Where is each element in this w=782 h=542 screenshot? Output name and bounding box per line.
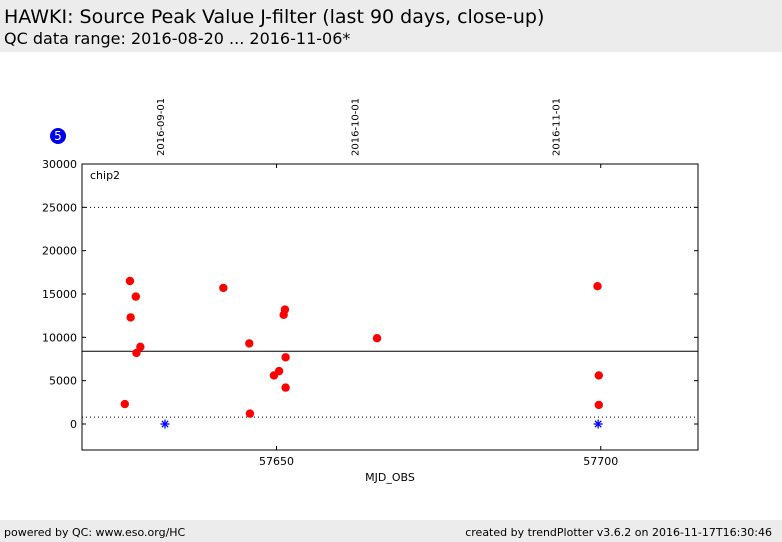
page-footer: powered by QC: www.eso.org/HC created by… [0, 520, 782, 542]
date-marker-label: 2016-10-01 [350, 98, 361, 156]
y-tick-label: 10000 [42, 331, 77, 344]
data-point [132, 348, 141, 358]
star-stroke [594, 420, 602, 428]
footer-powered-by: powered by QC: www.eso.org/HC [4, 526, 186, 539]
x-tick-label: 57650 [259, 455, 294, 468]
data-point [125, 276, 135, 286]
data-point [281, 353, 290, 362]
y-tick-label: 5000 [49, 375, 77, 388]
y-tick-label: 15000 [42, 288, 77, 301]
star-stroke [161, 420, 169, 428]
x-tick-label: 57700 [583, 455, 618, 468]
data-point-star [593, 419, 603, 429]
data-point [245, 409, 255, 418]
x-axis-label: MJD_OBS [365, 471, 415, 484]
qc-data-range: QC data range: 2016-08-20 ... 2016-11-06… [4, 29, 351, 48]
data-point [594, 400, 603, 410]
data-point [219, 283, 228, 293]
plot-area: 0 5000 10000 15000 20000 25000 30000 57650 57700 [42, 158, 699, 468]
date-marker-label: 2016-09-01 [156, 98, 167, 156]
panel-label: chip2 [90, 169, 120, 182]
data-point [126, 313, 135, 322]
y-tick-label: 0 [70, 418, 77, 431]
date-markers: 2016-09-01 2016-10-01 2016-11-01 [156, 98, 562, 450]
badge-circle [50, 128, 66, 144]
y-tick-label: 20000 [42, 245, 77, 258]
y-tick-label: 30000 [42, 158, 77, 171]
data-point [274, 366, 284, 376]
data-point-star [160, 419, 170, 429]
data-point [131, 292, 141, 301]
data-point [280, 305, 290, 314]
page-header: HAWKI: Source Peak Value J-filter (last … [0, 0, 782, 52]
data-point [281, 383, 290, 392]
data-point [136, 342, 145, 352]
trend-chart: 2016-09-01 2016-10-01 2016-11-01 5 0 5000 10… [42, 98, 699, 484]
date-marker-label: 2016-11-01 [551, 98, 562, 156]
badge-label: 5 [54, 129, 62, 143]
data-point [245, 339, 254, 348]
plot-frame [81, 163, 699, 451]
badge: 5 [50, 128, 66, 144]
data-point [594, 371, 603, 380]
data-point [372, 334, 382, 343]
page-title: HAWKI: Source Peak Value J-filter (last … [4, 6, 545, 28]
data-point [593, 282, 602, 291]
y-tick-label: 25000 [42, 201, 77, 214]
data-point [120, 399, 129, 409]
footer-created-by: created by trendPlotter v3.6.2 on 2016-1… [465, 526, 772, 539]
